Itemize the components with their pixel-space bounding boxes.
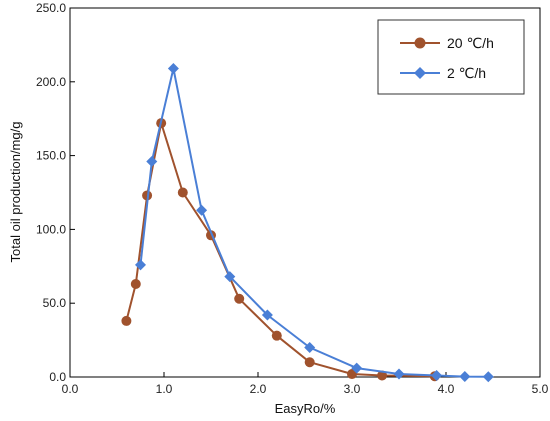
y-tick-label: 100.0 [36,222,66,236]
data-point [130,279,141,290]
data-point [271,330,282,341]
data-point [304,341,316,353]
data-point [177,187,188,198]
plot-area [69,7,541,378]
series-20-c-per-h [121,118,440,382]
x-tick-label: 0.0 [62,382,79,396]
data-point [234,293,245,304]
y-tick-label: 0.0 [49,370,66,384]
data-point [224,271,236,283]
data-point [304,357,315,368]
series-layer [121,63,494,383]
y-tick-label: 200.0 [36,75,66,89]
y-tick-label: 50.0 [43,296,67,310]
legend-label-20: 20 ℃/h [447,35,494,51]
y-axis-label: Total oil production/mg/g [8,122,23,263]
x-axis-label: EasyRo/% [275,401,336,416]
data-point [459,371,471,383]
data-point [261,309,273,321]
data-point [167,63,179,75]
data-point [351,362,363,374]
x-axis-ticks: 0.0 1.0 2.0 3.0 4.0 5.0 [62,372,549,396]
x-tick-label: 5.0 [532,382,549,396]
y-tick-label: 250.0 [36,1,66,15]
data-point [121,315,132,326]
data-point [377,370,388,381]
legend-marker-20 [414,37,426,49]
x-tick-label: 1.0 [156,382,173,396]
data-point [431,370,443,382]
x-tick-label: 3.0 [344,382,361,396]
data-point [135,259,146,271]
series-2-c-per-h [135,63,494,383]
y-axis-ticks: 0.0 50.0 100.0 150.0 200.0 250.0 [36,1,75,384]
data-point [196,204,208,216]
data-point [347,369,357,380]
legend: 20 ℃/h 2 ℃/h [377,19,525,95]
x-tick-label: 2.0 [250,382,267,396]
data-point [142,190,153,201]
legend-marker-2 [414,67,426,79]
y-tick-label: 150.0 [36,149,66,163]
plot-frame [69,7,541,378]
data-point [393,368,405,380]
series-line [139,67,489,378]
legend-label-2: 2 ℃/h [447,65,486,81]
x-tick-label: 4.0 [438,382,455,396]
legend-box [377,19,525,95]
data-point [482,371,494,383]
data-point [146,156,158,168]
